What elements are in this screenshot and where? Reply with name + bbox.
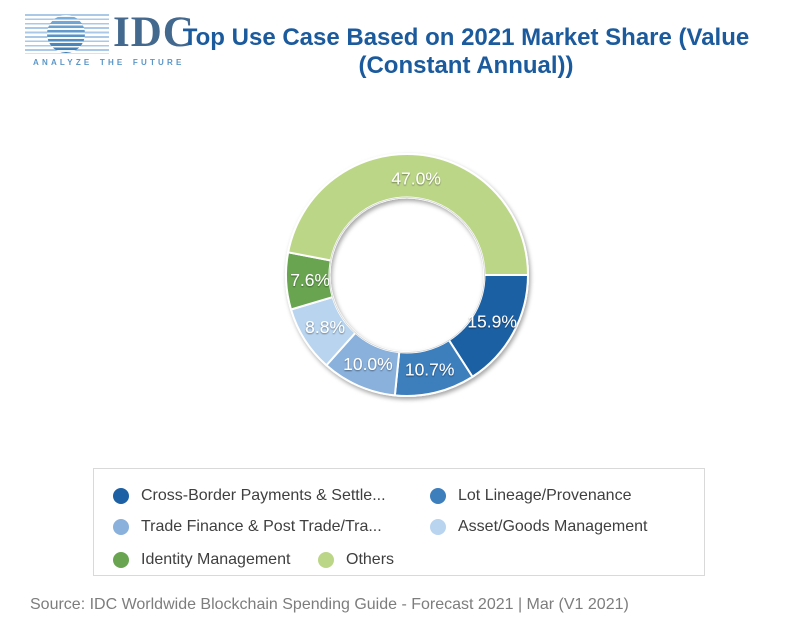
legend-swatch-icon [318,552,334,568]
legend-item-label: Trade Finance & Post Trade/Tra... [141,518,382,535]
donut-chart: 15.9% 10.7% 10.0% 8.8% 7.6% 47.0% [285,153,529,397]
legend-item-identity-management[interactable]: Identity Management [113,550,290,570]
slice-data-label: 10.7% [405,359,455,379]
chart-title-line2: (Constant Annual)) [358,52,574,79]
legend-item-others[interactable]: Others [318,550,394,570]
legend-swatch-icon [113,552,129,568]
legend-item-label: Others [346,551,395,568]
legend-item-cross-border-payments[interactable]: Cross-Border Payments & Settle... [113,486,386,506]
globe-icon [47,15,85,53]
donut-inner-ring [329,197,485,353]
legend-item-asset-goods[interactable]: Asset/Goods Management [430,517,647,537]
slice-data-label: 10.0% [343,354,393,374]
legend-swatch-icon [113,488,129,504]
legend-item-lot-lineage[interactable]: Lot Lineage/Provenance [430,486,631,506]
idc-logo: IDC ANALYZE THE FUTURE [25,9,205,80]
chart-title-line1: Top Use Case Based on 2021 Market Share … [182,24,750,51]
legend-swatch-icon [430,519,446,535]
legend-swatch-icon [430,488,446,504]
slice-data-label: 47.0% [391,169,441,189]
logo-tagline: ANALYZE THE FUTURE [33,58,185,67]
slice-data-label: 15.9% [467,312,517,332]
logo-text: IDC [113,9,195,56]
chart-legend: Cross-Border Payments & Settle... Lot Li… [93,468,705,576]
legend-item-trade-finance[interactable]: Trade Finance & Post Trade/Tra... [113,517,382,537]
legend-item-label: Asset/Goods Management [458,518,648,535]
source-note: Source: IDC Worldwide Blockchain Spendin… [30,596,629,613]
slice-data-label: 7.6% [290,270,330,290]
legend-swatch-icon [113,519,129,535]
legend-item-label: Cross-Border Payments & Settle... [141,487,386,504]
legend-item-label: Identity Management [141,551,291,568]
slice-data-label: 8.8% [305,317,345,337]
chart-title: Top Use Case Based on 2021 Market Share … [136,24,796,80]
legend-item-label: Lot Lineage/Provenance [458,487,632,504]
donut-slice-labels: 15.9% 10.7% 10.0% 8.8% 7.6% 47.0% [290,169,517,380]
